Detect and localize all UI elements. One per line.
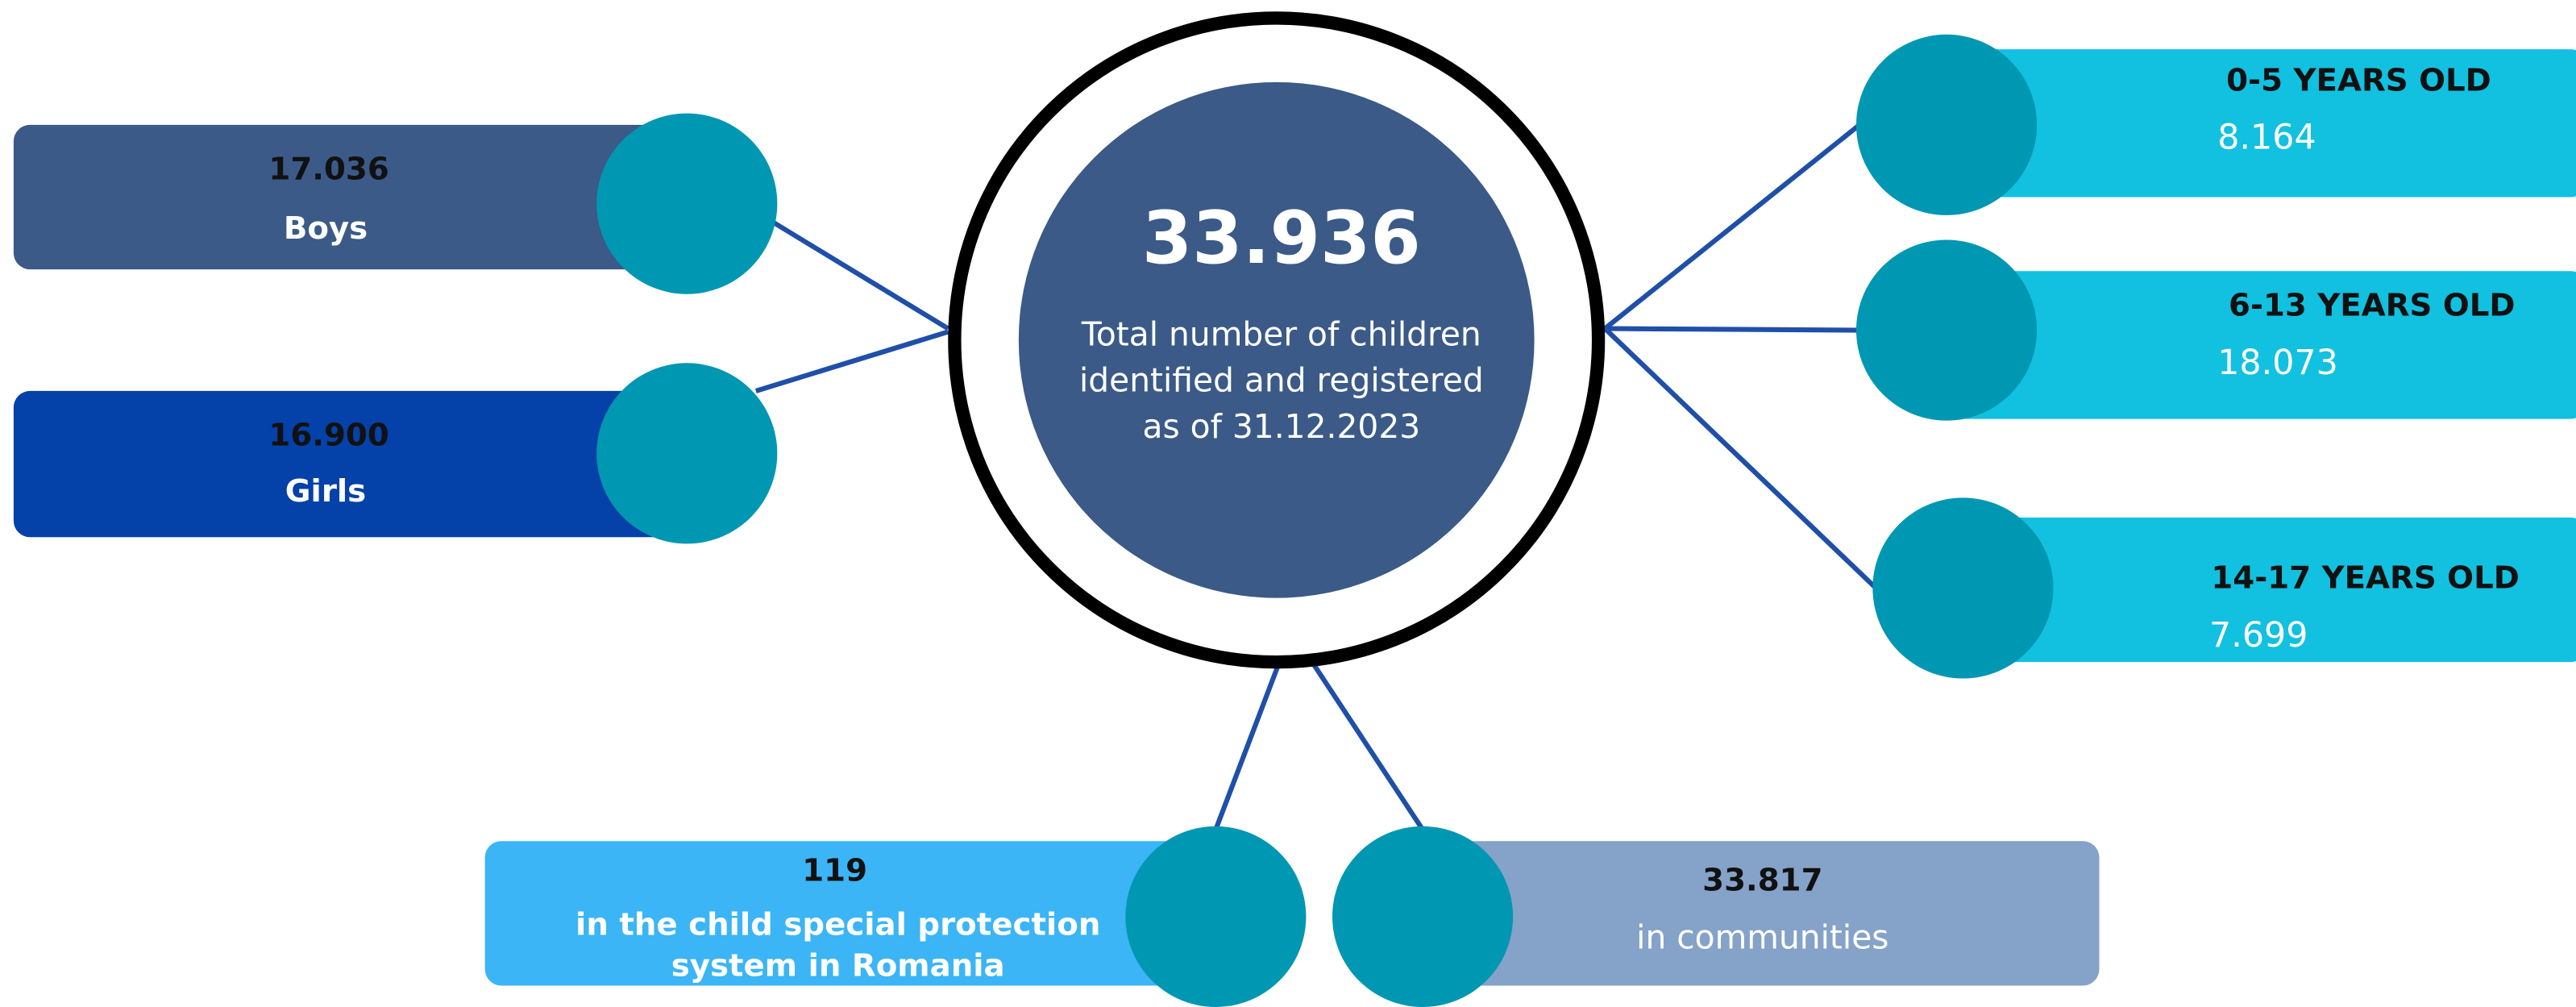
- girls-value: 16.900: [268, 417, 388, 453]
- node-dot: [1332, 826, 1514, 1007]
- center-line: Total number of children: [1081, 315, 1481, 354]
- age-label: 0-5 YEARS OLD: [2226, 62, 2491, 98]
- boys-value: 17.036: [268, 151, 388, 187]
- placement-line: in communities: [1636, 918, 1888, 956]
- age-label: 6-13 YEARS OLD: [2229, 288, 2516, 324]
- placement-value: 119: [802, 852, 867, 888]
- boys-label: Boys: [284, 210, 368, 247]
- connectors: [754, 123, 1878, 831]
- placement-line: in the child special protection: [575, 907, 1100, 943]
- connector: [754, 329, 949, 393]
- node-dot: [596, 113, 778, 294]
- node-dot: [596, 363, 778, 544]
- girls-box: [13, 390, 688, 538]
- center-value: 33.936: [1142, 197, 1421, 281]
- placement-line: system in Romania: [671, 948, 1005, 984]
- age-value: 8.164: [2217, 118, 2316, 158]
- connector: [1603, 327, 1878, 590]
- node-dot: [1125, 826, 1307, 1007]
- center-line: identified and registered: [1079, 361, 1484, 400]
- connector: [1213, 664, 1281, 831]
- placement-box: [1423, 841, 2100, 986]
- age-label: 14-17 YEARS OLD: [2211, 560, 2520, 597]
- age-box: [1963, 517, 2576, 663]
- node-dot: [1855, 34, 2038, 215]
- center-line: as of 31.12.2023: [1142, 407, 1420, 446]
- age-box: [1947, 271, 2576, 419]
- center-circle: [1018, 81, 1535, 598]
- age-value: 7.699: [2209, 615, 2308, 655]
- node-dot: [1855, 239, 2038, 421]
- age-value: 18.073: [2217, 343, 2338, 383]
- connector: [771, 219, 949, 331]
- connector: [1312, 664, 1425, 831]
- placement-box: [484, 841, 1224, 986]
- age-box: [1947, 49, 2576, 198]
- placement-value: 33.817: [1702, 863, 1822, 899]
- boys-box: [13, 124, 688, 270]
- node-dot: [1872, 497, 2054, 679]
- girls-label: Girls: [285, 473, 366, 510]
- connector: [1605, 326, 1860, 333]
- connector: [1603, 123, 1861, 331]
